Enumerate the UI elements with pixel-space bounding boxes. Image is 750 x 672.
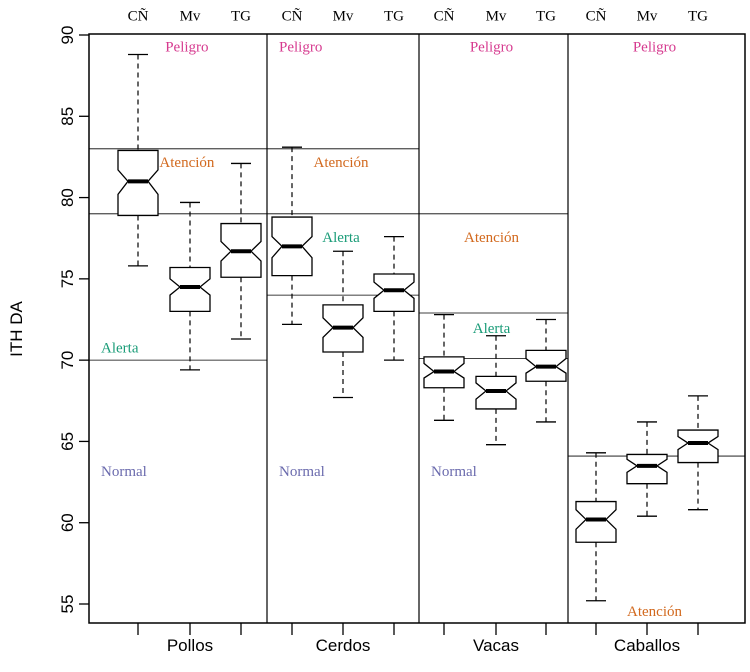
- boxplot-caballos-2: [677, 395, 719, 511]
- boxplot-vacas-1: [475, 335, 517, 446]
- boxplot-pollos-1: [169, 201, 211, 371]
- panel-caballos: Peligro Atención: [567, 34, 745, 623]
- y-tick-label: 60: [58, 513, 77, 532]
- panel-vacas: Peligro Atención Alerta Normal: [418, 34, 568, 623]
- zone-label-atencion: Atención: [627, 604, 682, 620]
- notched-box: [677, 429, 719, 464]
- zone-label-normal: Normal: [101, 464, 147, 480]
- notched-box: [373, 273, 415, 313]
- y-axis-label: ITH DA: [7, 300, 26, 356]
- group-label-cerdos: Cerdos: [316, 636, 371, 655]
- zone-label-alerta: Alerta: [473, 321, 511, 337]
- zone-label-atencion: Atención: [159, 155, 214, 171]
- panel-cerdos: Peligro Atención Alerta Normal: [266, 34, 419, 623]
- subgroup-label: CÑ: [128, 8, 149, 24]
- subgroup-label: Mv: [486, 8, 507, 24]
- zone-label-alerta: Alerta: [322, 230, 360, 246]
- subgroup-label: Mv: [180, 8, 201, 24]
- boxplot-pollos-0: [117, 53, 159, 267]
- boxplot-pollos-2: [220, 162, 262, 340]
- boxplot-cerdos-0: [271, 146, 313, 326]
- subgroup-label: TG: [231, 8, 251, 24]
- zone-label-peligro: Peligro: [470, 40, 513, 56]
- notched-box: [626, 453, 668, 485]
- zone-label-peligro: Peligro: [279, 40, 322, 56]
- boxplot-cerdos-2: [373, 235, 415, 361]
- boxplot-caballos-1: [626, 421, 668, 517]
- y-tick-label: 65: [58, 432, 77, 451]
- zone-label-peligro: Peligro: [165, 40, 208, 56]
- group-panels: Peligro Atención Alerta Normal Peligro Atenci…: [89, 34, 745, 623]
- boxplot-cerdos-1: [322, 250, 364, 399]
- boxplot-caballos-0: [575, 452, 617, 602]
- subgroup-label: CÑ: [434, 8, 455, 24]
- subgroup-label: TG: [688, 8, 708, 24]
- y-tick-label: 80: [58, 188, 77, 207]
- group-label-vacas: Vacas: [473, 636, 519, 655]
- subgroup-label: CÑ: [282, 8, 303, 24]
- zone-label-atencion: Atención: [314, 155, 369, 171]
- subgroup-label: TG: [536, 8, 556, 24]
- plot-frame: [88, 33, 746, 624]
- zone-label-normal: Normal: [279, 464, 325, 480]
- notched-box: [575, 500, 617, 543]
- y-tick-label: 75: [58, 269, 77, 288]
- y-tick-label: 70: [58, 351, 77, 370]
- y-tick-label: 55: [58, 595, 77, 614]
- group-label-pollos: Pollos: [167, 636, 213, 655]
- notched-box: [169, 266, 211, 313]
- y-tick-label: 90: [58, 26, 77, 45]
- zone-label-normal: Normal: [431, 464, 477, 480]
- zone-label-alerta: Alerta: [101, 340, 139, 356]
- boxplot-vacas-2: [525, 318, 567, 423]
- boxplot-vacas-0: [423, 313, 465, 421]
- panel-pollos: Peligro Atención Alerta Normal: [89, 40, 267, 480]
- subgroup-label: TG: [384, 8, 404, 24]
- zone-label-peligro: Peligro: [633, 40, 676, 56]
- subgroup-label: Mv: [333, 8, 354, 24]
- axes: 55 60 65 70 75 80 85 90 CÑ Mv TG Pollos CÑ Mv TG Cerdos…: [58, 8, 746, 655]
- group-label-caballos: Caballos: [614, 636, 680, 655]
- zone-label-atencion: Atención: [464, 230, 519, 246]
- y-tick-label: 85: [58, 107, 77, 126]
- subgroup-label: CÑ: [586, 8, 607, 24]
- subgroup-label: Mv: [637, 8, 658, 24]
